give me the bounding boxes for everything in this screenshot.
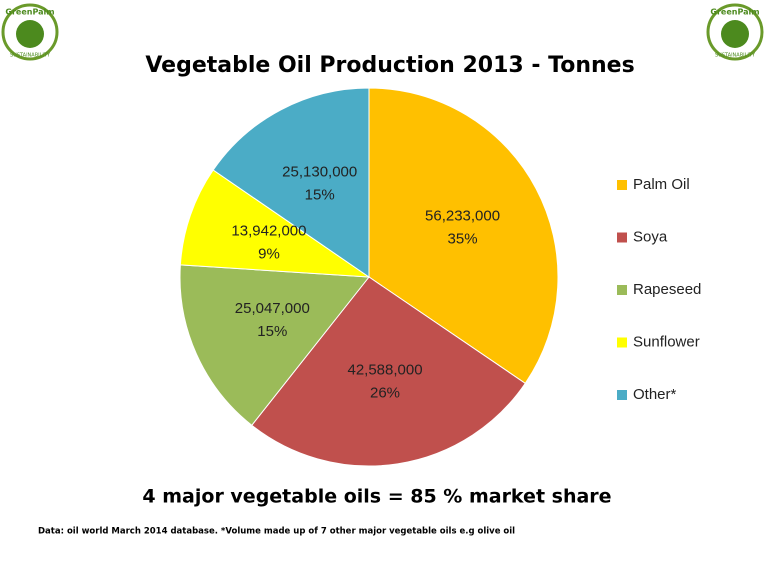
legend-swatch: [617, 337, 627, 348]
logo-right: GreenPalm SUSTAINABILITY: [706, 3, 764, 61]
logo-tagline: SUSTAINABILITY: [715, 53, 756, 59]
logo-left: GreenPalm SUSTAINABILITY: [1, 3, 59, 61]
logo-name: GreenPalm: [710, 8, 759, 17]
data-label: 25,130,000: [282, 163, 357, 180]
legend-label: Rapeseed: [633, 281, 701, 298]
data-label: 56,233,000: [425, 207, 500, 224]
share-label: 15%: [305, 186, 335, 203]
legend-label: Palm Oil: [633, 176, 690, 193]
share-label: 15%: [257, 323, 287, 340]
chart-title: Vegetable Oil Production 2013 - Tonnes: [145, 53, 634, 78]
legend-label: Other*: [633, 386, 677, 403]
logo-mark: [721, 20, 749, 48]
pie-slice: [251, 276, 526, 467]
legend-swatch: [617, 180, 627, 190]
logo-tagline: SUSTAINABILITY: [10, 53, 51, 59]
pie-slice: [179, 169, 371, 278]
data-label: 25,047,000: [235, 300, 310, 317]
pie-slice: [368, 87, 559, 385]
legend-label: Sunflower: [633, 333, 700, 350]
legend-swatch: [617, 232, 627, 243]
logo-name: GreenPalm: [5, 8, 54, 17]
data-label: 13,942,000: [231, 222, 306, 239]
share-label: 9%: [258, 245, 280, 262]
legend-swatch: [617, 285, 627, 295]
logo-mark: [16, 20, 44, 48]
share-label: 35%: [448, 230, 478, 247]
share-label: 26%: [370, 385, 400, 402]
legend-swatch: [617, 390, 627, 400]
data-label: 42,588,000: [347, 362, 422, 379]
footnote: Data: oil world March 2014 database. *Vo…: [38, 527, 515, 537]
subtitle: 4 major vegetable oils = 85 % market sha…: [142, 486, 611, 508]
pie-slice: [179, 264, 370, 426]
pie-slice: [212, 87, 370, 278]
legend-label: Soya: [633, 228, 668, 245]
